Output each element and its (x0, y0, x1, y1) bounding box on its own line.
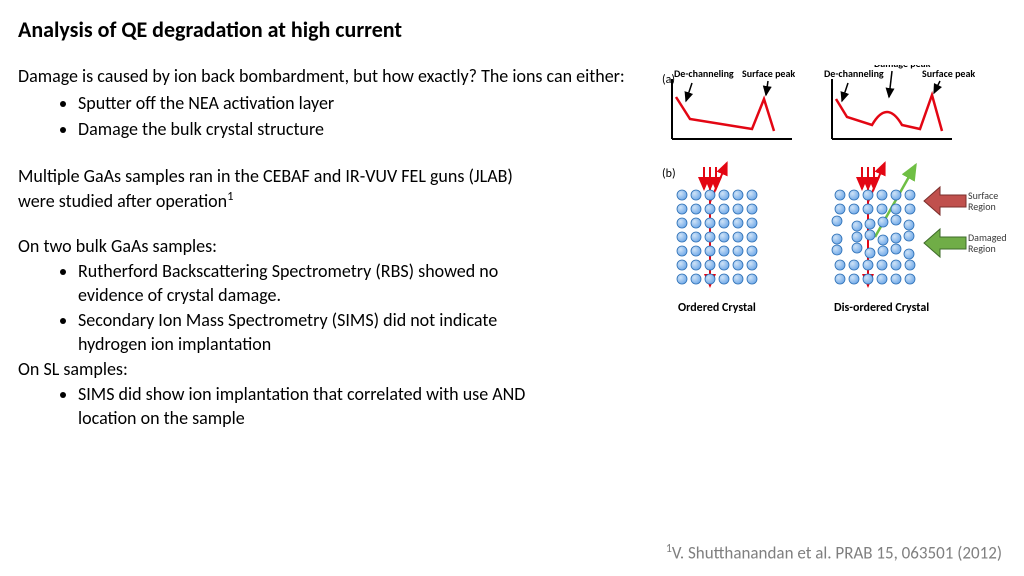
svg-text:Ordered Crystal: Ordered Crystal (678, 301, 756, 315)
svg-text:De-channeling: De-channeling (674, 67, 734, 80)
paragraph: Multiple GaAs samples ran in the CEBAF a… (18, 165, 518, 213)
text-column: Damage is caused by ion back bombardment… (18, 65, 638, 430)
bullet-item: SIMS did show ion implantation that corr… (78, 383, 558, 430)
figure: (a)De-channelingSurface peakDe-channelin… (652, 65, 1012, 385)
bullet-item: Rutherford Backscattering Spectrometry (… (78, 260, 558, 307)
subheading: On SL samples: (18, 358, 638, 381)
citation-text: V. Shutthanandan et al. PRAB 15, 063501 … (672, 543, 1002, 564)
subheading: On two bulk GaAs samples: (18, 235, 638, 258)
bullet-item: Sputter off the NEA activation layer (78, 92, 638, 115)
bulk-bullets: Rutherford Backscattering Spectrometry (… (78, 260, 558, 356)
intro-text: Damage is caused by ion back bombardment… (18, 65, 638, 88)
citation: 1V. Shutthanandan et al. PRAB 15, 063501… (666, 542, 1002, 564)
page-title: Analysis of QE degradation at high curre… (18, 16, 1006, 43)
svg-text:Surface peak: Surface peak (742, 67, 795, 80)
footnote-ref: 1 (227, 189, 233, 204)
svg-text:Dis-ordered Crystal: Dis-ordered Crystal (834, 301, 929, 315)
svg-text:Surface peak: Surface peak (922, 67, 975, 80)
intro-bullets: Sputter off the NEA activation layer Dam… (78, 92, 638, 141)
content: Damage is caused by ion back bombardment… (18, 65, 1006, 430)
svg-text:Region: Region (968, 200, 996, 213)
svg-text:Region: Region (968, 242, 996, 255)
bullet-item: Damage the bulk crystal structure (78, 118, 638, 141)
figure-column: (a)De-channelingSurface peakDe-channelin… (652, 65, 1012, 430)
paragraph-text: Multiple GaAs samples ran in the CEBAF a… (18, 165, 513, 211)
sl-bullets: SIMS did show ion implantation that corr… (78, 383, 558, 430)
svg-text:(b): (b) (662, 167, 676, 181)
bullet-item: Secondary Ion Mass Spectrometry (SIMS) d… (78, 309, 558, 356)
